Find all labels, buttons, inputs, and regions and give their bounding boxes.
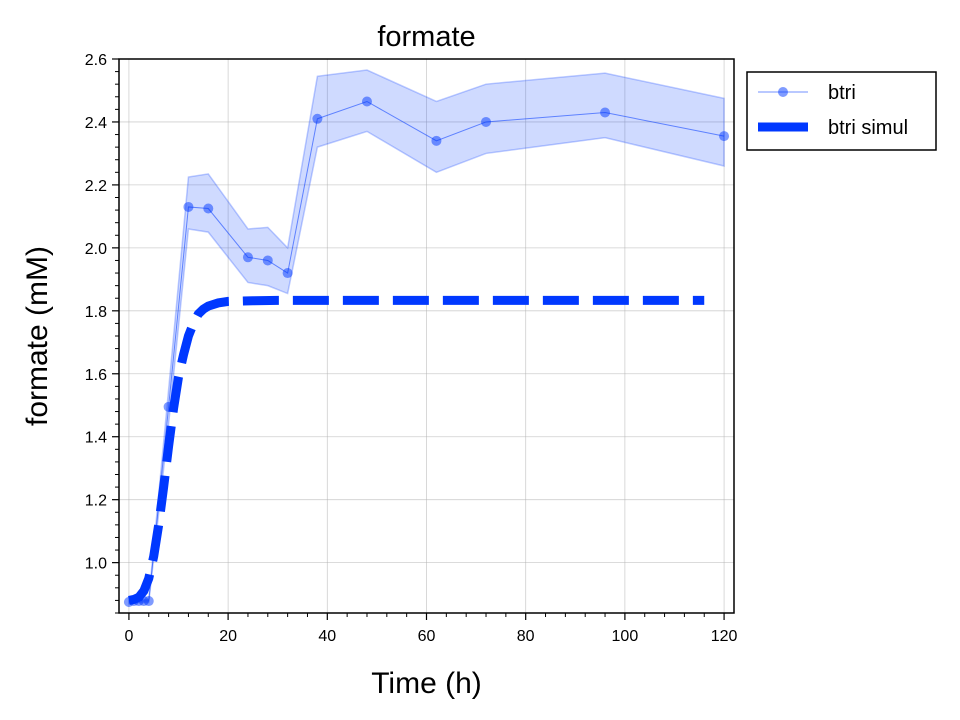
x-tick-label: 120	[711, 628, 738, 645]
x-axis-title: Time (h)	[371, 667, 482, 700]
y-tick-label: 1.8	[85, 304, 107, 321]
data-point-btri	[431, 135, 442, 146]
data-point-btri	[203, 203, 214, 214]
y-tick-label: 1.4	[85, 430, 107, 447]
y-tick-label: 2.6	[85, 52, 107, 69]
data-point-btri	[183, 201, 194, 212]
legend-box	[746, 71, 937, 151]
data-point-btri	[282, 268, 293, 279]
data-point-btri	[481, 116, 492, 127]
y-axis-title: formate (mM)	[21, 246, 54, 426]
grid-lines	[119, 58, 734, 613]
y-tick-label: 1.6	[85, 367, 107, 384]
legend-label-btri-simul: btri simul	[828, 117, 908, 139]
data-point-btri	[312, 113, 323, 124]
legend-label-btri: btri	[828, 82, 856, 104]
axes: 0 20 40 60 80 100 120 1.0 1.2 1.4 1.6 1.8 2.0 2.2 2.4 2…	[85, 52, 738, 645]
chart-title: formate	[377, 21, 475, 53]
y-tick-label: 1.0	[85, 556, 107, 573]
x-tick-label: 20	[219, 628, 237, 645]
x-tick-label: 100	[612, 628, 639, 645]
x-tick-label: 60	[418, 628, 436, 645]
x-tick-label: 0	[124, 628, 133, 645]
data-point-btri	[143, 596, 154, 607]
y-tick-label: 1.2	[85, 493, 107, 510]
y-tick-label: 2.2	[85, 178, 107, 195]
data-point-btri	[600, 107, 611, 118]
data-point-btri	[242, 252, 253, 263]
x-tick-label: 80	[517, 628, 535, 645]
data-point-btri	[262, 255, 273, 266]
legend-marker-btri	[778, 87, 788, 97]
data-point-btri	[719, 131, 730, 142]
x-tick-label: 40	[318, 628, 336, 645]
series-line-btri-simul	[128, 295, 705, 605]
series-layer	[123, 96, 730, 607]
y-tick-label: 2.4	[85, 115, 107, 132]
data-point-btri	[361, 96, 372, 107]
y-tick-label: 2.0	[85, 241, 107, 258]
legend: btri btri simul	[746, 71, 937, 151]
